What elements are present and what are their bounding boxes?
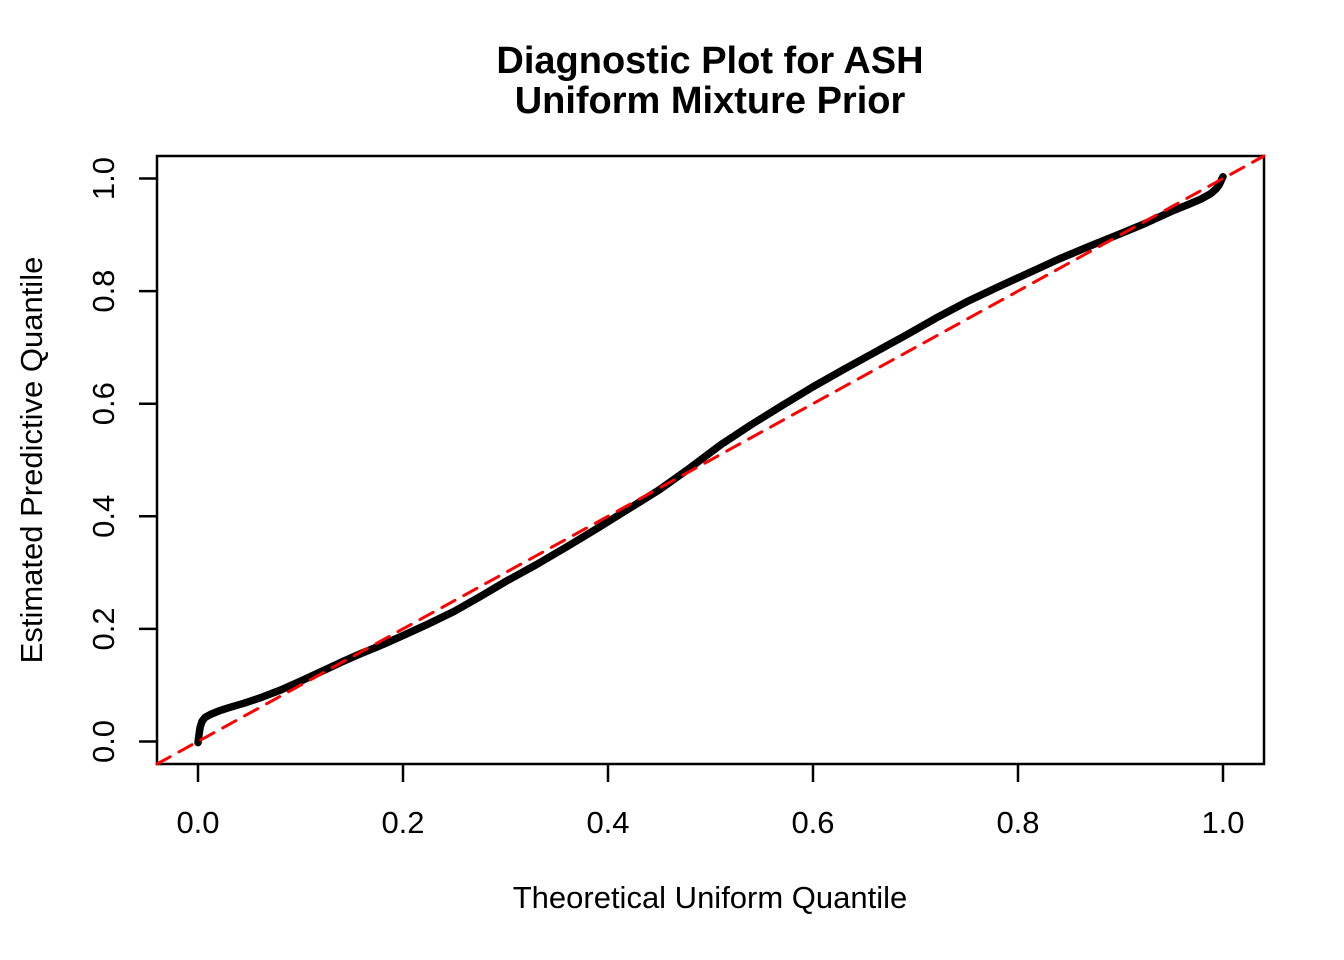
x-tick-label: 0.0 <box>176 805 219 840</box>
x-tick-label: 0.6 <box>791 805 834 840</box>
plot-border <box>155 154 1266 766</box>
y-tick-label: 0.0 <box>86 720 121 763</box>
y-tick-label: 0.4 <box>86 495 121 538</box>
x-axis-tick-labels: 0.0 0.2 0.4 0.6 0.8 1.0 <box>176 805 1244 840</box>
chart-title-line-1: Diagnostic Plot for ASH <box>496 40 923 82</box>
x-axis-title: Theoretical Uniform Quantile <box>513 880 908 915</box>
y-tick-label: 1.0 <box>86 157 121 200</box>
y-tick-label: 0.8 <box>86 270 121 313</box>
x-axis-ticks <box>196 764 1225 782</box>
y-axis-title: Estimated Predictive Quantile <box>14 257 49 664</box>
y-axis-tick-labels: 0.0 0.2 0.4 0.6 0.8 1.0 <box>86 157 121 763</box>
x-tick-label: 0.4 <box>586 805 629 840</box>
y-axis-ticks <box>139 177 157 743</box>
chart-title-line-2: Uniform Mixture Prior <box>515 80 906 122</box>
x-tick-label: 0.8 <box>996 805 1039 840</box>
x-tick-label: 0.2 <box>381 805 424 840</box>
y-tick-label: 0.6 <box>86 382 121 425</box>
reference-diagonal-y-equals-x <box>155 154 1266 766</box>
series-layer <box>155 154 1266 766</box>
estimated-predictive-quantile-curve <box>194 173 1227 747</box>
x-tick-label: 1.0 <box>1201 805 1244 840</box>
y-tick-label: 0.2 <box>86 607 121 650</box>
